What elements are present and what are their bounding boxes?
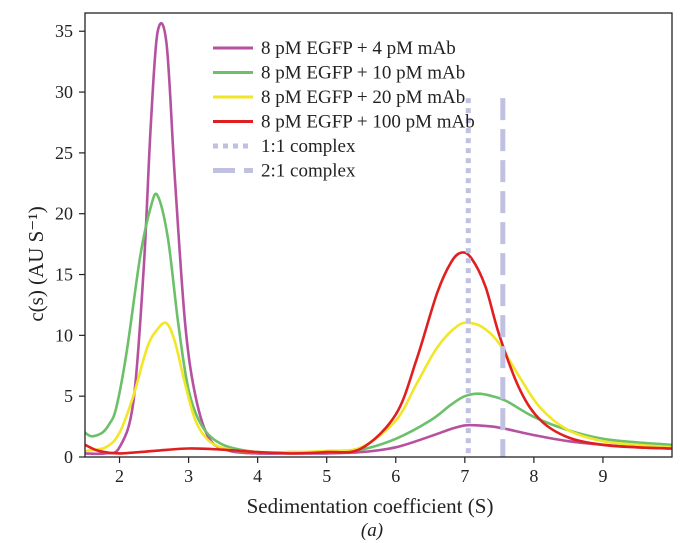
x-tick-label: 7 — [460, 466, 469, 486]
y-tick-label: 20 — [55, 204, 73, 224]
y-tick-label: 25 — [55, 143, 73, 163]
figure-caption: (a) — [361, 520, 383, 541]
legend: 8 pM EGFP + 4 pM mAb 8 pM EGFP + 10 pM mA… — [213, 38, 475, 182]
y-tick-label: 0 — [64, 447, 73, 467]
reference-lines — [465, 98, 506, 457]
y-tick-label: 15 — [55, 265, 73, 285]
legend-label-6: 2:1 complex — [261, 161, 356, 182]
x-tick-label: 5 — [322, 466, 331, 486]
series-line-2 — [85, 192, 672, 454]
x-tick-label: 6 — [391, 466, 400, 486]
legend-label-3: 8 pM EGFP + 20 pM mAb — [261, 87, 465, 108]
legend-label-5: 1:1 complex — [261, 136, 356, 157]
plot-frame — [84, 12, 673, 458]
y-tick-label: 5 — [64, 386, 73, 406]
y-axis-title: c(s) (AU S⁻¹) — [24, 206, 48, 321]
y-tick-label: 10 — [55, 325, 73, 345]
x-axis-title: Sedimentation coefficient (S) — [247, 494, 494, 518]
x-tick-label: 8 — [529, 466, 538, 486]
legend-label-1: 8 pM EGFP + 4 pM mAb — [261, 38, 456, 59]
x-tick-label: 2 — [115, 466, 124, 486]
y-tick-label: 35 — [55, 21, 73, 41]
plot-lines — [85, 22, 672, 456]
x-tick-label: 9 — [598, 466, 607, 486]
x-tick-label: 4 — [253, 466, 262, 486]
y-axis-ticks: 0 5 10 15 20 25 30 35 — [55, 21, 85, 467]
legend-label-4: 8 pM EGFP + 100 pM mAb — [261, 112, 475, 133]
y-tick-label: 30 — [55, 82, 73, 102]
x-tick-label: 3 — [184, 466, 193, 486]
x-axis-ticks: 2 3 4 5 6 7 8 9 — [115, 457, 607, 486]
series-line-4 — [85, 251, 672, 455]
legend-label-2: 8 pM EGFP + 10 pM mAb — [261, 63, 465, 84]
series-line-3 — [85, 321, 672, 454]
